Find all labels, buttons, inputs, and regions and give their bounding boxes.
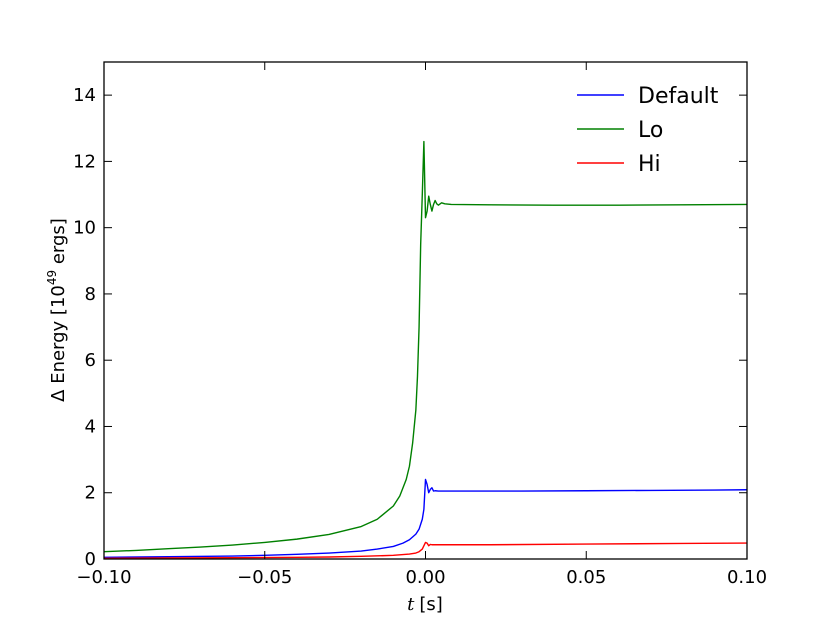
y-axis-label-prefix: Δ Energy [10 bbox=[48, 285, 69, 402]
x-tick-label: −0.05 bbox=[237, 567, 292, 588]
y-axis-label: Δ Energy [1049 ergs] bbox=[45, 218, 69, 402]
y-tick-label: 12 bbox=[73, 151, 96, 172]
x-axis-label: t [s] bbox=[407, 594, 443, 615]
x-tick-label: 0.10 bbox=[727, 567, 767, 588]
series-layer bbox=[103, 140, 748, 560]
legend-label-default: Default bbox=[638, 84, 719, 109]
legend-label-lo: Lo bbox=[638, 118, 663, 143]
legend-label-hi: Hi bbox=[638, 152, 661, 177]
y-tick-label: 10 bbox=[73, 218, 96, 239]
y-tick-label: 2 bbox=[85, 483, 96, 504]
x-axis-symbol: t bbox=[407, 594, 415, 615]
y-tick-label: 4 bbox=[85, 416, 96, 437]
legend: Default Lo Hi bbox=[577, 84, 719, 177]
x-tick-label: −0.10 bbox=[76, 567, 131, 588]
x-tick-label: 0.00 bbox=[405, 567, 445, 588]
y-tick-label: 6 bbox=[85, 350, 96, 371]
x-axis-unit: [s] bbox=[419, 594, 442, 615]
y-tick-label: 8 bbox=[85, 284, 96, 305]
y-axis-label-exponent: 49 bbox=[45, 270, 59, 285]
y-tick-label: 0 bbox=[85, 549, 96, 570]
series-line-default bbox=[103, 478, 748, 559]
y-tick-label: 14 bbox=[73, 85, 96, 106]
ticks-layer: −0.10 −0.05 0.00 0.05 0.10 0 2 4 6 8 10 12 14 bbox=[73, 62, 767, 588]
plot-frame bbox=[103, 61, 748, 560]
y-axis-label-suffix: ergs] bbox=[48, 218, 69, 270]
series-line-hi bbox=[103, 541, 748, 560]
series-line-lo bbox=[103, 140, 748, 553]
x-tick-label: 0.05 bbox=[566, 567, 606, 588]
